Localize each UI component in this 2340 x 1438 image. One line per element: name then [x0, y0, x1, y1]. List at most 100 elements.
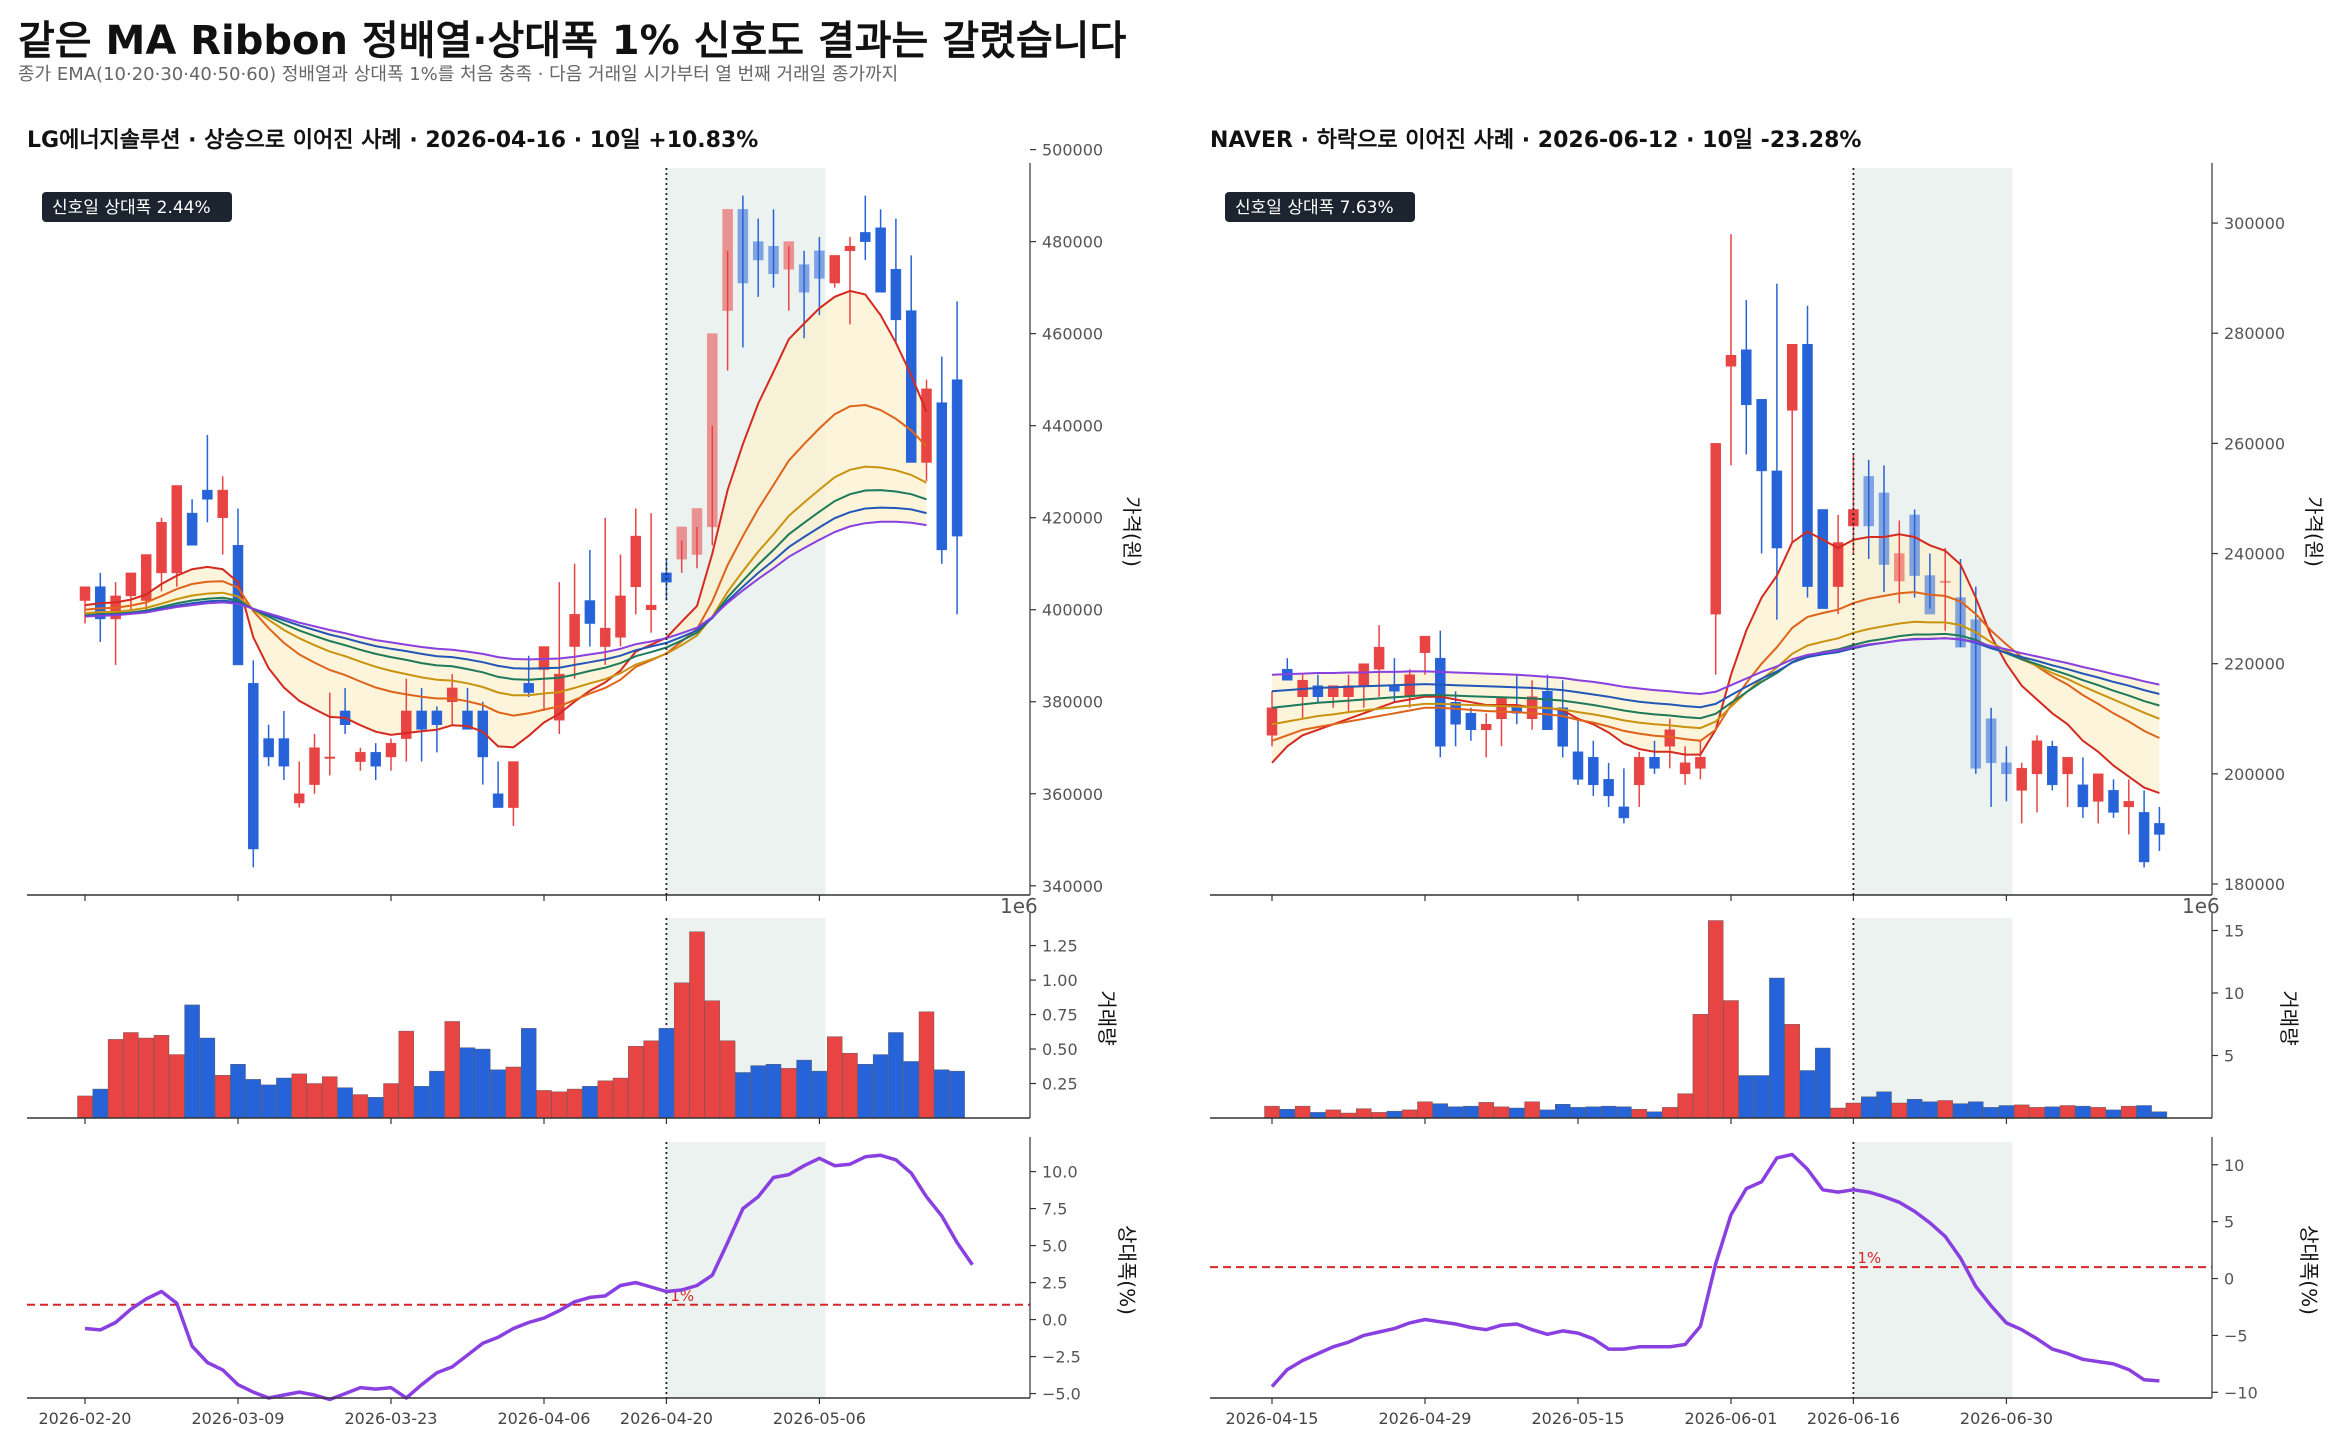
candle-body	[1618, 806, 1630, 819]
width-tick-label: 5.0	[1042, 1237, 1067, 1256]
candle-body	[278, 738, 290, 767]
volume-bar	[1539, 1109, 1556, 1119]
volume-bar	[1585, 1106, 1602, 1119]
volume-bar	[674, 982, 690, 1119]
candle	[1282, 658, 1293, 681]
volume-bar	[153, 1035, 170, 1119]
page-subtitle: 종가 EMA(10·20·30·40·50·60) 정배열과 상대폭 1%를 처…	[18, 64, 899, 85]
panel-title: LG에너지솔루션 · 상승으로 이어진 사례 · 2026-04-16 · 10…	[27, 128, 758, 153]
volume-bar	[306, 1083, 323, 1119]
volume-bar	[138, 1037, 154, 1119]
candle-body	[263, 738, 274, 758]
candle	[156, 517, 167, 592]
volume-bar	[1753, 1075, 1770, 1119]
date-tick-label: 2026-03-23	[345, 1409, 438, 1428]
candle	[875, 209, 886, 293]
candle	[1603, 762, 1614, 807]
candle	[1970, 586, 1982, 774]
candle	[370, 743, 381, 780]
candle-body	[523, 683, 534, 693]
candle-body	[2138, 812, 2150, 863]
ema50-line	[1271, 637, 2160, 709]
volume-bar	[352, 1094, 369, 1119]
width-tick-label: 7.5	[1042, 1200, 1067, 1219]
candle	[814, 237, 825, 316]
volume-bar	[2044, 1106, 2061, 1119]
width-axis-label: 상대폭(%)	[1115, 1225, 1139, 1315]
candle	[385, 738, 397, 771]
volume-bar	[811, 1070, 828, 1119]
candle-body	[2123, 801, 2135, 808]
candle-body	[385, 742, 397, 758]
width-tick-label: −10	[2224, 1383, 2258, 1402]
candle-body	[416, 710, 427, 730]
candle	[1832, 514, 1844, 615]
volume-bar	[1876, 1091, 1892, 1119]
volume-bar	[888, 1032, 904, 1119]
volume-bar	[735, 1072, 751, 1119]
candle-body	[2031, 740, 2043, 775]
candle	[768, 209, 779, 288]
volume-bar	[459, 1047, 476, 1119]
volume-bar	[1509, 1107, 1525, 1119]
candle	[722, 209, 733, 371]
volume-bar	[123, 1032, 139, 1119]
candle	[1725, 234, 1737, 466]
candle	[829, 255, 840, 288]
volume-bar	[107, 1039, 124, 1119]
candle	[462, 687, 473, 730]
price-tick-label: 280000	[2224, 324, 2285, 343]
volume-bar	[566, 1088, 583, 1119]
date-tick-label: 2026-04-29	[1379, 1409, 1472, 1428]
candle-body	[1450, 701, 1461, 725]
candle-body	[1970, 619, 1982, 769]
volume-bar	[276, 1077, 292, 1119]
candle	[1741, 300, 1752, 455]
price-tick-label: 180000	[2224, 875, 2285, 894]
volume-bar	[842, 1052, 858, 1119]
volume-bar	[1968, 1101, 1984, 1119]
candle	[2062, 757, 2073, 807]
price-tick-label: 260000	[2224, 434, 2285, 453]
candle	[2138, 790, 2150, 868]
candle-body	[2001, 762, 2012, 775]
candle	[1465, 707, 1477, 741]
candle	[171, 485, 183, 587]
candle-body	[783, 241, 795, 270]
candle	[1695, 740, 1706, 780]
candle	[1557, 680, 1568, 758]
date-tick-label: 2026-04-06	[498, 1409, 591, 1428]
price-tick-label: 360000	[1042, 785, 1103, 804]
volume-bar	[597, 1080, 613, 1119]
candle	[416, 687, 427, 762]
candle	[951, 301, 963, 615]
volume-bar	[857, 1064, 873, 1119]
candle-body	[1878, 492, 1890, 565]
candle-body	[905, 310, 917, 463]
candle	[584, 549, 596, 647]
candle	[676, 526, 687, 573]
volume-tick-label: 0.50	[1042, 1040, 1078, 1059]
candle	[263, 724, 274, 767]
ema20-line	[1271, 591, 2160, 742]
volume-bar	[230, 1064, 246, 1119]
candle-body	[1695, 757, 1706, 769]
date-tick-label: 2026-05-06	[773, 1409, 866, 1428]
volume-bar	[368, 1097, 384, 1119]
candle	[492, 761, 504, 808]
date-tick-label: 2026-04-20	[620, 1409, 713, 1428]
volume-bar	[1325, 1109, 1341, 1119]
ema30-line	[84, 465, 927, 697]
threshold-label: 1%	[1857, 1249, 1881, 1267]
candle-body	[1312, 685, 1324, 697]
volume-bar	[1600, 1105, 1617, 1119]
candle	[2001, 746, 2012, 802]
width-tick-label: 0.0	[1042, 1311, 1067, 1330]
candle	[186, 499, 198, 546]
volume-bar	[2059, 1105, 2076, 1119]
candle	[1878, 465, 1890, 593]
candle-body	[1756, 399, 1767, 472]
candle	[1955, 559, 1966, 648]
candle-body	[1802, 343, 1813, 587]
